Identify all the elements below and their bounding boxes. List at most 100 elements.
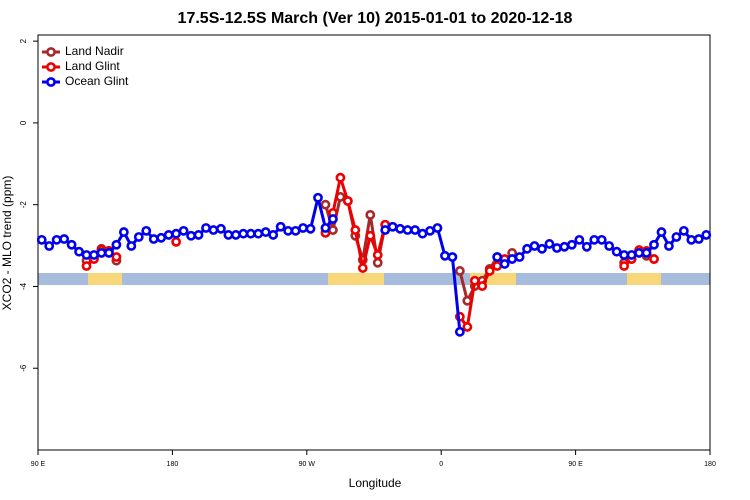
data-point xyxy=(499,259,510,269)
surface-band xyxy=(38,273,710,285)
data-point xyxy=(290,225,301,236)
data-point xyxy=(671,232,682,242)
x-tick-label: 90 E xyxy=(568,461,583,468)
data-point xyxy=(604,241,615,251)
data-point xyxy=(156,232,167,243)
data-point xyxy=(59,234,70,244)
data-point xyxy=(380,225,391,235)
data-point xyxy=(611,246,622,257)
data-point xyxy=(193,230,204,240)
y-tick-label: 0 xyxy=(19,120,28,125)
data-point xyxy=(328,225,338,235)
data-point xyxy=(253,228,264,239)
data-point xyxy=(402,225,413,235)
data-point xyxy=(634,248,644,258)
data-point xyxy=(649,239,659,250)
data-point xyxy=(574,234,585,245)
y-tick-label: -4 xyxy=(19,282,28,290)
data-point xyxy=(619,261,630,271)
data-point xyxy=(701,230,712,240)
data-point xyxy=(148,234,159,244)
data-point xyxy=(44,241,55,251)
legend-marker xyxy=(46,47,56,57)
data-point xyxy=(581,241,592,252)
data-point xyxy=(596,234,607,245)
data-point xyxy=(529,241,540,251)
data-point xyxy=(641,248,652,258)
data-point xyxy=(81,261,92,271)
data-point xyxy=(365,210,376,220)
data-point xyxy=(552,243,562,253)
data-point xyxy=(283,225,294,236)
data-point xyxy=(365,230,376,241)
data-point xyxy=(432,223,443,233)
data-point xyxy=(507,254,518,264)
chart-title: 17.5S-12.5S March (Ver 10) 2015-01-01 to… xyxy=(178,10,573,27)
data-point xyxy=(320,223,331,233)
data-point xyxy=(566,239,577,250)
legend-label: Ocean Glint xyxy=(65,74,129,88)
data-point xyxy=(447,252,458,262)
y-tick-label: -6 xyxy=(19,364,28,372)
x-tick-label: 90 W xyxy=(299,461,316,468)
data-point xyxy=(133,232,144,242)
data-point xyxy=(492,252,503,262)
data-point xyxy=(514,252,525,262)
data-point xyxy=(111,252,122,262)
data-point xyxy=(469,275,480,286)
data-point xyxy=(320,199,331,210)
y-tick-label: -2 xyxy=(19,201,28,209)
data-point xyxy=(171,236,182,247)
x-tick-label: 0 xyxy=(439,461,443,468)
data-point xyxy=(163,230,174,240)
data-point xyxy=(328,214,338,224)
data-point xyxy=(417,228,428,239)
x-tick-label: 180 xyxy=(704,461,716,468)
data-point xyxy=(410,225,420,235)
data-point xyxy=(395,223,406,234)
land-band xyxy=(627,273,661,285)
data-point xyxy=(619,250,630,260)
data-point xyxy=(686,234,697,245)
data-point xyxy=(589,234,600,245)
data-point xyxy=(171,228,182,239)
data-point xyxy=(89,250,99,260)
data-point xyxy=(484,266,495,276)
data-point xyxy=(298,223,308,233)
data-point xyxy=(141,225,152,236)
data-point xyxy=(178,225,189,236)
data-point xyxy=(245,228,256,239)
data-point xyxy=(693,234,704,244)
legend-marker xyxy=(46,77,56,87)
legend-label: Land Nadir xyxy=(65,44,124,58)
data-point xyxy=(626,250,637,260)
data-point xyxy=(230,230,241,240)
data-point xyxy=(51,234,62,245)
x-tick-label: 180 xyxy=(167,461,179,468)
data-point xyxy=(462,322,473,332)
data-point xyxy=(559,241,570,252)
data-point xyxy=(454,266,465,276)
x-axis-label: Longitude xyxy=(349,476,402,490)
data-point xyxy=(223,230,234,240)
data-point xyxy=(66,239,77,250)
legend-marker xyxy=(46,62,56,72)
data-point xyxy=(387,221,398,232)
data-point xyxy=(81,250,92,260)
data-point xyxy=(238,228,249,239)
land-band xyxy=(88,273,122,285)
y-axis-label: XCO2 - MLO trend (ppm) xyxy=(0,176,14,311)
data-point xyxy=(350,225,361,235)
data-point xyxy=(126,241,137,251)
data-point xyxy=(656,227,667,237)
legend-label: Land Glint xyxy=(65,59,120,73)
data-point xyxy=(649,254,659,264)
y-tick-label: 2 xyxy=(19,38,28,43)
data-point xyxy=(74,246,84,257)
data-point xyxy=(454,326,465,337)
land-band xyxy=(328,273,384,285)
data-point xyxy=(492,261,503,271)
data-point xyxy=(440,250,450,261)
data-point xyxy=(664,241,674,251)
data-point xyxy=(372,257,383,268)
